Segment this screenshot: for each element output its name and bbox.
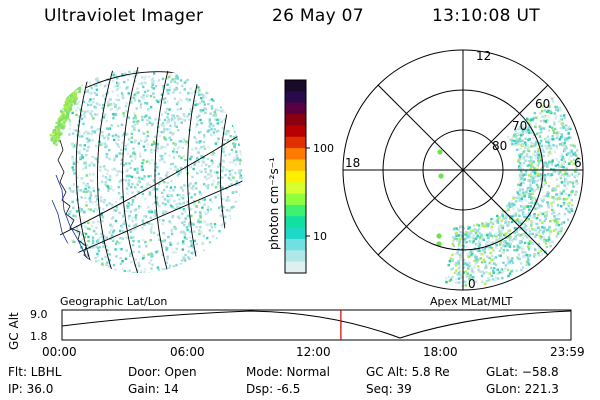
colorbar-cell — [285, 114, 306, 127]
colorbar-tick-10: 10 — [313, 230, 327, 243]
mlt-label-18: 18 — [345, 156, 360, 170]
observation-date: 26 May 07 — [272, 6, 364, 26]
colorbar-cell — [285, 159, 306, 172]
colorbar-cell — [285, 170, 306, 183]
door-info: Door: Open — [128, 365, 197, 379]
colorbar-cell — [285, 91, 306, 104]
filter-info: Flt: LBHL — [8, 365, 62, 379]
observation-time: 13:10:08 UT — [432, 6, 540, 26]
altitude-plot: Geographic Lat/Lon Apex MLat/MLT GC Alt … — [7, 295, 585, 359]
altitude-ytick-min: 1.8 — [30, 330, 48, 343]
colorbar-cell — [285, 148, 306, 161]
coastline — [57, 139, 93, 271]
time-tick-0600: 06:00 — [170, 345, 205, 359]
polar-image: 12 18 6 0 60 70 80 — [342, 49, 584, 291]
seq-info: Seq: 39 — [366, 382, 412, 396]
colorbar-cell — [285, 136, 306, 149]
lat-label-80: 80 — [492, 139, 507, 153]
lat-label-60: 60 — [535, 97, 550, 111]
colorbar-unit-label: photon cm⁻²s⁻¹ — [267, 157, 281, 250]
colorbar-cell — [285, 238, 306, 251]
instrument-title: Ultraviolet Imager — [44, 6, 204, 26]
altitude-curve — [61, 310, 572, 339]
geographic-image — [49, 67, 243, 273]
left-panel-label: Geographic Lat/Lon — [60, 295, 167, 308]
glat-info: GLat: −58.8 — [486, 365, 559, 379]
gc-alt-info: GC Alt: 5.8 Re — [366, 365, 450, 379]
polar-grid — [342, 49, 584, 291]
colorbar-tick-100: 100 — [313, 142, 334, 155]
colorbar-cell — [285, 193, 306, 206]
colorbar-cell — [285, 216, 306, 229]
time-tick-1200: 12:00 — [296, 345, 331, 359]
altitude-ytick-max: 9.0 — [30, 308, 48, 321]
colorbar-cell — [285, 80, 306, 92]
colorbar-cell — [285, 102, 306, 115]
gain-info: Gain: 14 — [128, 382, 179, 396]
lat-label-70: 70 — [512, 119, 527, 133]
mlt-label-0: 0 — [468, 277, 476, 291]
mlt-label-6: 6 — [574, 156, 582, 170]
color-bar: 100 10 photon cm⁻²s⁻¹ — [267, 79, 334, 274]
colorbar-cell — [285, 125, 306, 138]
ip-info: IP: 36.0 — [8, 382, 54, 396]
glon-info: GLon: 221.3 — [486, 382, 559, 396]
dsp-info: Dsp: -6.5 — [246, 382, 301, 396]
mode-info: Mode: Normal — [246, 365, 330, 379]
right-panel-label: Apex MLat/MLT — [430, 295, 513, 308]
altitude-ylabel: GC Alt — [7, 312, 21, 350]
time-tick-0000: 00:00 — [42, 345, 77, 359]
colorbar-cell — [285, 261, 306, 274]
mlt-label-12: 12 — [476, 49, 491, 63]
colorbar-cell — [285, 227, 306, 240]
colorbar-cell — [285, 182, 306, 195]
colorbar-cell — [285, 250, 306, 263]
time-tick-1800: 18:00 — [423, 345, 458, 359]
colorbar-cell — [285, 204, 306, 217]
time-tick-2359: 23:59 — [550, 345, 585, 359]
